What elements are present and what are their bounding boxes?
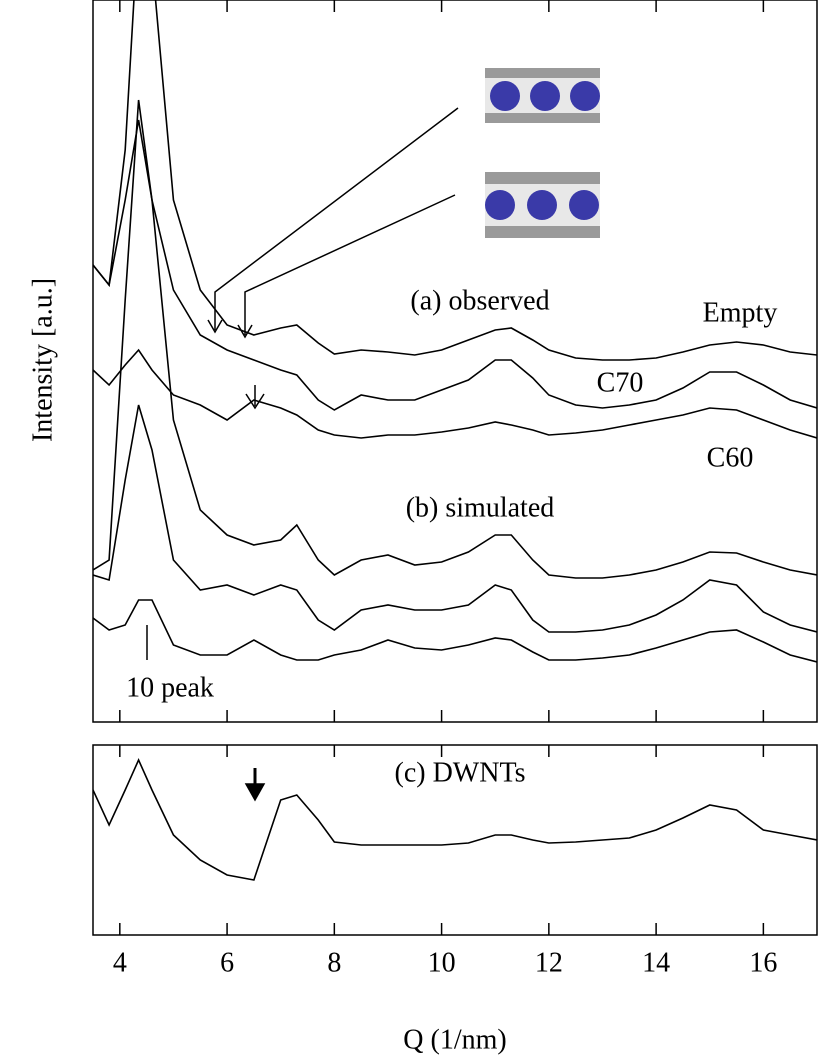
annotation: (b) simulated — [406, 492, 555, 523]
x-tick-label: 6 — [220, 947, 234, 978]
x-tick-label: 4 — [113, 947, 127, 978]
x-tick-label: 10 — [428, 947, 456, 978]
curve — [93, 119, 817, 411]
curve — [93, 599, 817, 663]
series-label: C70 — [597, 367, 644, 398]
curve — [93, 404, 817, 633]
curve — [93, 99, 817, 579]
y-axis-label: Intensity [a.u.] — [27, 278, 58, 442]
series-label: Empty — [703, 297, 778, 328]
arrows — [146, 107, 459, 802]
x-tick-label: 8 — [327, 947, 341, 978]
plot-frame — [92, 0, 818, 723]
inset-image — [485, 68, 600, 238]
curve — [93, 758, 817, 881]
series-label: (c) DWNTs — [395, 757, 526, 788]
x-axis-label: Q (1/nm) — [403, 1024, 506, 1055]
curve — [93, 0, 817, 361]
annotation: 10 peak — [126, 672, 214, 703]
annotation: (a) observed — [410, 285, 549, 316]
series-label: C60 — [707, 442, 754, 473]
curve — [93, 348, 817, 439]
x-tick-label: 16 — [749, 947, 777, 978]
x-tick-label: 12 — [535, 947, 563, 978]
x-tick-label: 14 — [642, 947, 670, 978]
